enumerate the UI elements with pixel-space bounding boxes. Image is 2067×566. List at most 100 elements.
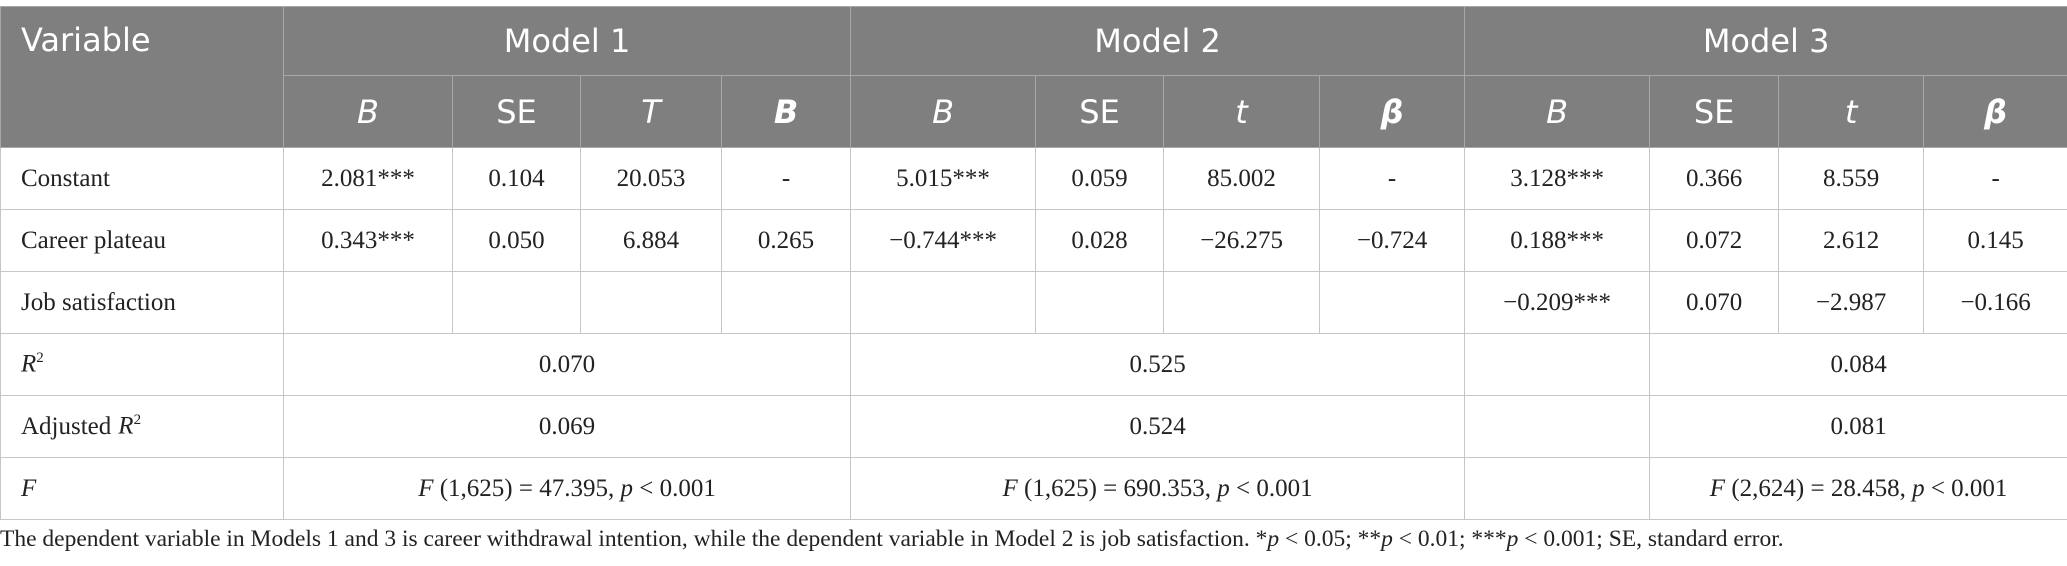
header-cell: B [850,75,1037,148]
cell: 0.366 [1649,147,1780,210]
cell: 0.028 [1035,209,1165,272]
row: Adjusted R2 0.069 0.524 0.081 [0,395,2067,458]
cell: 0.145 [1923,209,2067,272]
row: Career plateau 0.343*** 0.050 6.884 0.26… [0,209,2067,272]
header-cell: t [1163,75,1321,148]
footnote-segment: < 0.05; ** [1279,526,1382,552]
p-symbol: p [1912,474,1925,502]
header-cell: Variable [0,6,284,148]
row: F F (1,625) = 47.395, p < 0.001 F (1,625… [0,457,2067,520]
args: (1,625) = 47.395, [439,474,615,502]
cell: 0.084 [1649,333,2067,396]
cell: −0.166 [1923,271,2067,334]
superscript: 2 [36,350,44,367]
row-label: Constant [0,147,284,210]
row-label: R2 [0,333,284,396]
footnote-segment: p [1267,526,1280,552]
cell: −0.209*** [1464,271,1651,334]
cell: 6.884 [580,209,722,272]
footnote-segment: < 0.001; SE, standard error. [1518,526,1784,552]
header-cell: t [1778,75,1925,148]
cell: 20.053 [580,147,722,210]
empty-cell [850,271,1037,334]
cell: 2.612 [1778,209,1925,272]
args: (1,625) = 690.353, [1024,474,1212,502]
cell: −2.987 [1778,271,1925,334]
empty-cell [452,271,581,334]
header-row: Variable Model 1 Model 2 Model 3 [0,6,2067,148]
cell: 8.559 [1778,147,1925,210]
symbol: R [21,350,37,378]
row-label: Job satisfaction [0,271,284,334]
empty-cell [720,271,852,334]
footnote-segment: < 0.01; *** [1392,526,1507,552]
cell: 5.015*** [850,147,1037,210]
header-cell: β [1319,75,1466,148]
stat: F [1002,474,1018,502]
empty-cell [1464,395,1651,458]
p-value: < 0.001 [1930,474,2008,502]
label-text: Adjusted [21,412,112,440]
row: Job satisfaction −0.209*** 0.070 −2.987 … [0,271,2067,334]
cell: 0.081 [1649,395,2067,458]
args: (2,624) = 28.458, [1731,474,1906,502]
cell: 2.081*** [283,147,453,210]
header-cell: Model 3 [1464,6,2067,76]
cell: −0.724 [1319,209,1466,272]
p-value: < 0.001 [639,474,716,502]
superscript: 2 [133,412,142,429]
row-label: Adjusted R2 [0,395,284,458]
header-cell: SE [452,75,581,148]
header-cell: β [1923,75,2067,148]
p-symbol: p [1217,474,1230,502]
empty-cell [1464,457,1651,520]
cell: 0.104 [452,147,581,210]
empty-cell [1464,333,1651,396]
empty-cell [1319,271,1466,334]
footnote-segment: The dependent variable in Models 1 and 3… [0,526,1268,552]
header-cell: B [283,75,453,148]
cell: 0.070 [282,333,852,396]
header-cell: SE [1035,75,1165,148]
empty-cell [283,271,453,334]
cell: - [720,147,852,210]
cell: - [1923,147,2067,210]
cell: 0.069 [282,395,852,458]
stat: F [418,474,434,502]
header-cell: SE [1649,75,1780,148]
header-cell: Model 1 [282,6,852,76]
cell: 0.070 [1649,271,1780,334]
p-symbol: p [620,474,633,502]
row: R2 0.070 0.525 0.084 [0,333,2067,396]
empty-cell [1035,271,1165,334]
empty-cell [580,271,722,334]
cell: 0.050 [452,209,581,272]
cell: F (1,625) = 690.353, p < 0.001 [850,457,1466,520]
symbol: R [118,412,134,440]
cell: 85.002 [1163,147,1321,210]
cell: 0.072 [1649,209,1780,272]
header-cell: Model 2 [850,6,1466,76]
cell: 0.525 [850,333,1466,396]
cell: 0.059 [1035,147,1165,210]
footnote-segment: p [1506,526,1519,552]
row: Constant 2.081*** 0.104 20.053 - 5.015**… [0,147,2067,210]
cell: 0.524 [850,395,1466,458]
cell: −0.744*** [850,209,1037,272]
p-value: < 0.001 [1236,474,1313,502]
empty-cell [1163,271,1321,334]
footnote-segment: p [1381,526,1393,552]
header-row: B SE T B B SE t β B SE t β [1,75,2067,148]
row-label: Career plateau [0,209,284,272]
header-cell: B [720,75,852,148]
cell: 0.265 [720,209,852,272]
regression-table: Variable Model 1 Model 2 Model 3 B SE T … [0,6,2067,520]
header-cell: T [580,75,722,148]
cell: 3.128*** [1464,147,1651,210]
cell: 0.343*** [283,209,453,272]
footnote: The dependent variable in Models 1 and 3… [0,526,1784,553]
cell: - [1319,147,1466,210]
stat: F [1709,474,1726,502]
